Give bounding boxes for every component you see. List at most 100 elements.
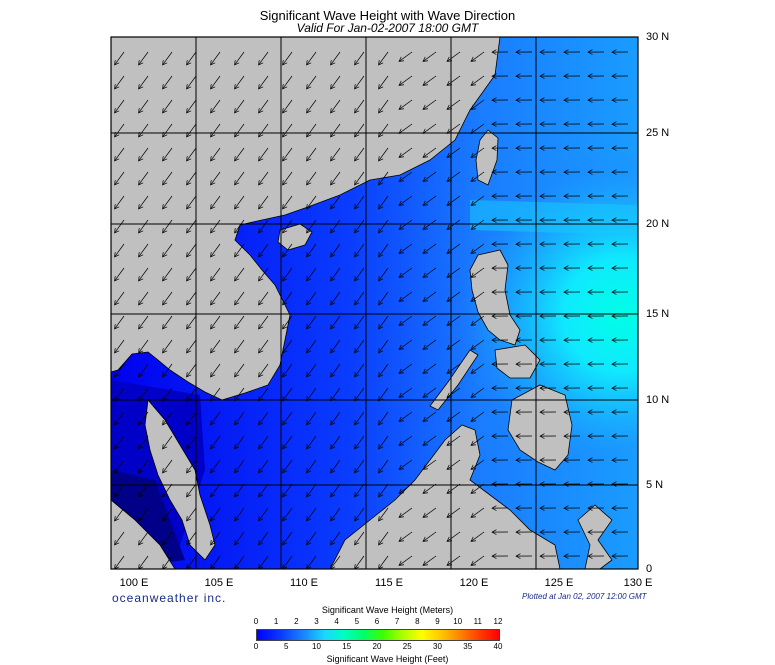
wave-arrow bbox=[306, 531, 317, 546]
wave-arrow-head bbox=[587, 169, 593, 175]
wave-arrow-head bbox=[587, 553, 593, 559]
wave-arrow bbox=[398, 291, 413, 302]
wave-arrow-head bbox=[330, 155, 336, 162]
wave-arrow bbox=[210, 243, 221, 258]
wave-arrow-head bbox=[330, 491, 336, 498]
wave-arrow bbox=[330, 171, 341, 186]
wave-arrow-head bbox=[515, 553, 521, 559]
wave-arrow-head bbox=[378, 227, 384, 234]
wave-arrow bbox=[470, 291, 485, 302]
wave-arrow-head bbox=[306, 179, 312, 186]
wave-arrow bbox=[186, 243, 197, 258]
wave-arrow-head bbox=[446, 344, 453, 350]
wave-arrow-head bbox=[162, 467, 168, 474]
legend-feet-tick: 15 bbox=[342, 642, 352, 651]
wave-arrow bbox=[186, 339, 197, 354]
wave-arrow bbox=[210, 531, 221, 546]
wave-arrow bbox=[422, 75, 437, 86]
wave-arrow bbox=[138, 267, 149, 282]
wave-arrow bbox=[378, 483, 389, 498]
wave-arrow bbox=[446, 147, 461, 158]
wave-arrow bbox=[282, 459, 293, 474]
wave-arrow bbox=[234, 555, 245, 569]
wave-arrow-head bbox=[306, 419, 312, 426]
map-frame bbox=[111, 37, 638, 569]
wave-arrow-head bbox=[398, 152, 405, 158]
wave-arrow bbox=[354, 411, 365, 426]
map-border bbox=[110, 36, 639, 570]
wave-arrow bbox=[186, 51, 197, 66]
wave-arrow bbox=[234, 387, 245, 402]
wave-arrow bbox=[282, 531, 293, 546]
wave-arrow bbox=[422, 99, 437, 110]
wave-arrow bbox=[378, 99, 389, 114]
wave-arrow-head bbox=[138, 59, 144, 66]
wave-arrow bbox=[234, 99, 245, 114]
wave-arrow-head bbox=[563, 457, 569, 463]
wave-arrow bbox=[422, 363, 437, 374]
wave-arrow bbox=[470, 195, 485, 206]
wave-arrow bbox=[282, 75, 293, 90]
wave-arrow bbox=[162, 459, 173, 474]
wave-arrow bbox=[234, 459, 245, 474]
wave-arrow bbox=[330, 243, 341, 258]
wave-arrow bbox=[114, 555, 125, 569]
wave-arrow-head bbox=[470, 248, 477, 254]
wave-arrow bbox=[470, 123, 485, 134]
legend-meter-tick: 9 bbox=[435, 617, 440, 626]
wave-arrow-head bbox=[306, 491, 312, 498]
wave-arrow-head bbox=[470, 176, 477, 182]
wave-arrow bbox=[354, 363, 365, 378]
wave-arrow-head bbox=[563, 241, 569, 247]
wave-arrow bbox=[422, 507, 437, 518]
wave-arrow-head bbox=[539, 97, 545, 103]
wave-arrow-head bbox=[515, 217, 521, 223]
wave-arrow bbox=[282, 363, 293, 378]
wave-arrow-head bbox=[539, 145, 545, 151]
wave-arrow bbox=[446, 411, 461, 422]
wave-arrow-head bbox=[398, 248, 405, 254]
wave-arrow bbox=[138, 387, 149, 402]
wave-arrow-head bbox=[470, 200, 477, 206]
wave-arrow-head bbox=[587, 361, 593, 367]
wave-arrow bbox=[422, 123, 437, 134]
wave-arrow-head bbox=[162, 203, 168, 210]
wave-arrow-head bbox=[234, 467, 240, 474]
wave-arrow bbox=[162, 555, 173, 569]
wave-arrow-head bbox=[234, 371, 240, 378]
wave-arrow-head bbox=[422, 296, 429, 302]
wave-arrow-head bbox=[186, 323, 192, 330]
wave-arrow bbox=[330, 147, 341, 162]
wave-arrow-head bbox=[491, 289, 497, 295]
wave-arrow-head bbox=[306, 83, 312, 90]
wave-arrow-head bbox=[563, 433, 569, 439]
wave-arrow bbox=[210, 147, 221, 162]
wave-arrow bbox=[210, 99, 221, 114]
wave-arrow bbox=[470, 363, 485, 374]
wave-arrow-head bbox=[611, 217, 617, 223]
wave-arrow-head bbox=[114, 323, 120, 330]
wave-arrow-head bbox=[306, 443, 312, 450]
wave-arrow-head bbox=[210, 179, 216, 186]
wave-arrow-head bbox=[330, 179, 336, 186]
legend-meter-tick: 3 bbox=[314, 617, 319, 626]
wave-arrow-head bbox=[470, 152, 477, 158]
wave-arrow-head bbox=[210, 443, 216, 450]
wave-arrow bbox=[422, 147, 437, 158]
wave-arrow-head bbox=[162, 347, 168, 354]
wave-arrow-head bbox=[354, 539, 360, 546]
wave-arrow bbox=[210, 363, 221, 378]
wave-arrow-head bbox=[470, 464, 477, 470]
legend-meter-tick: 11 bbox=[473, 617, 482, 626]
wave-arrow bbox=[398, 507, 413, 518]
wave-arrow-head bbox=[378, 155, 384, 162]
wave-arrow bbox=[398, 75, 413, 86]
wave-arrow-head bbox=[446, 320, 453, 326]
wave-arrow-head bbox=[282, 419, 288, 426]
wave-arrow bbox=[422, 291, 437, 302]
wave-arrow-head bbox=[422, 536, 429, 542]
wave-arrow bbox=[378, 267, 389, 282]
wave-arrow-head bbox=[491, 529, 497, 535]
lat-label-0: 0 bbox=[646, 563, 653, 575]
wave-arrow-head bbox=[258, 251, 264, 258]
